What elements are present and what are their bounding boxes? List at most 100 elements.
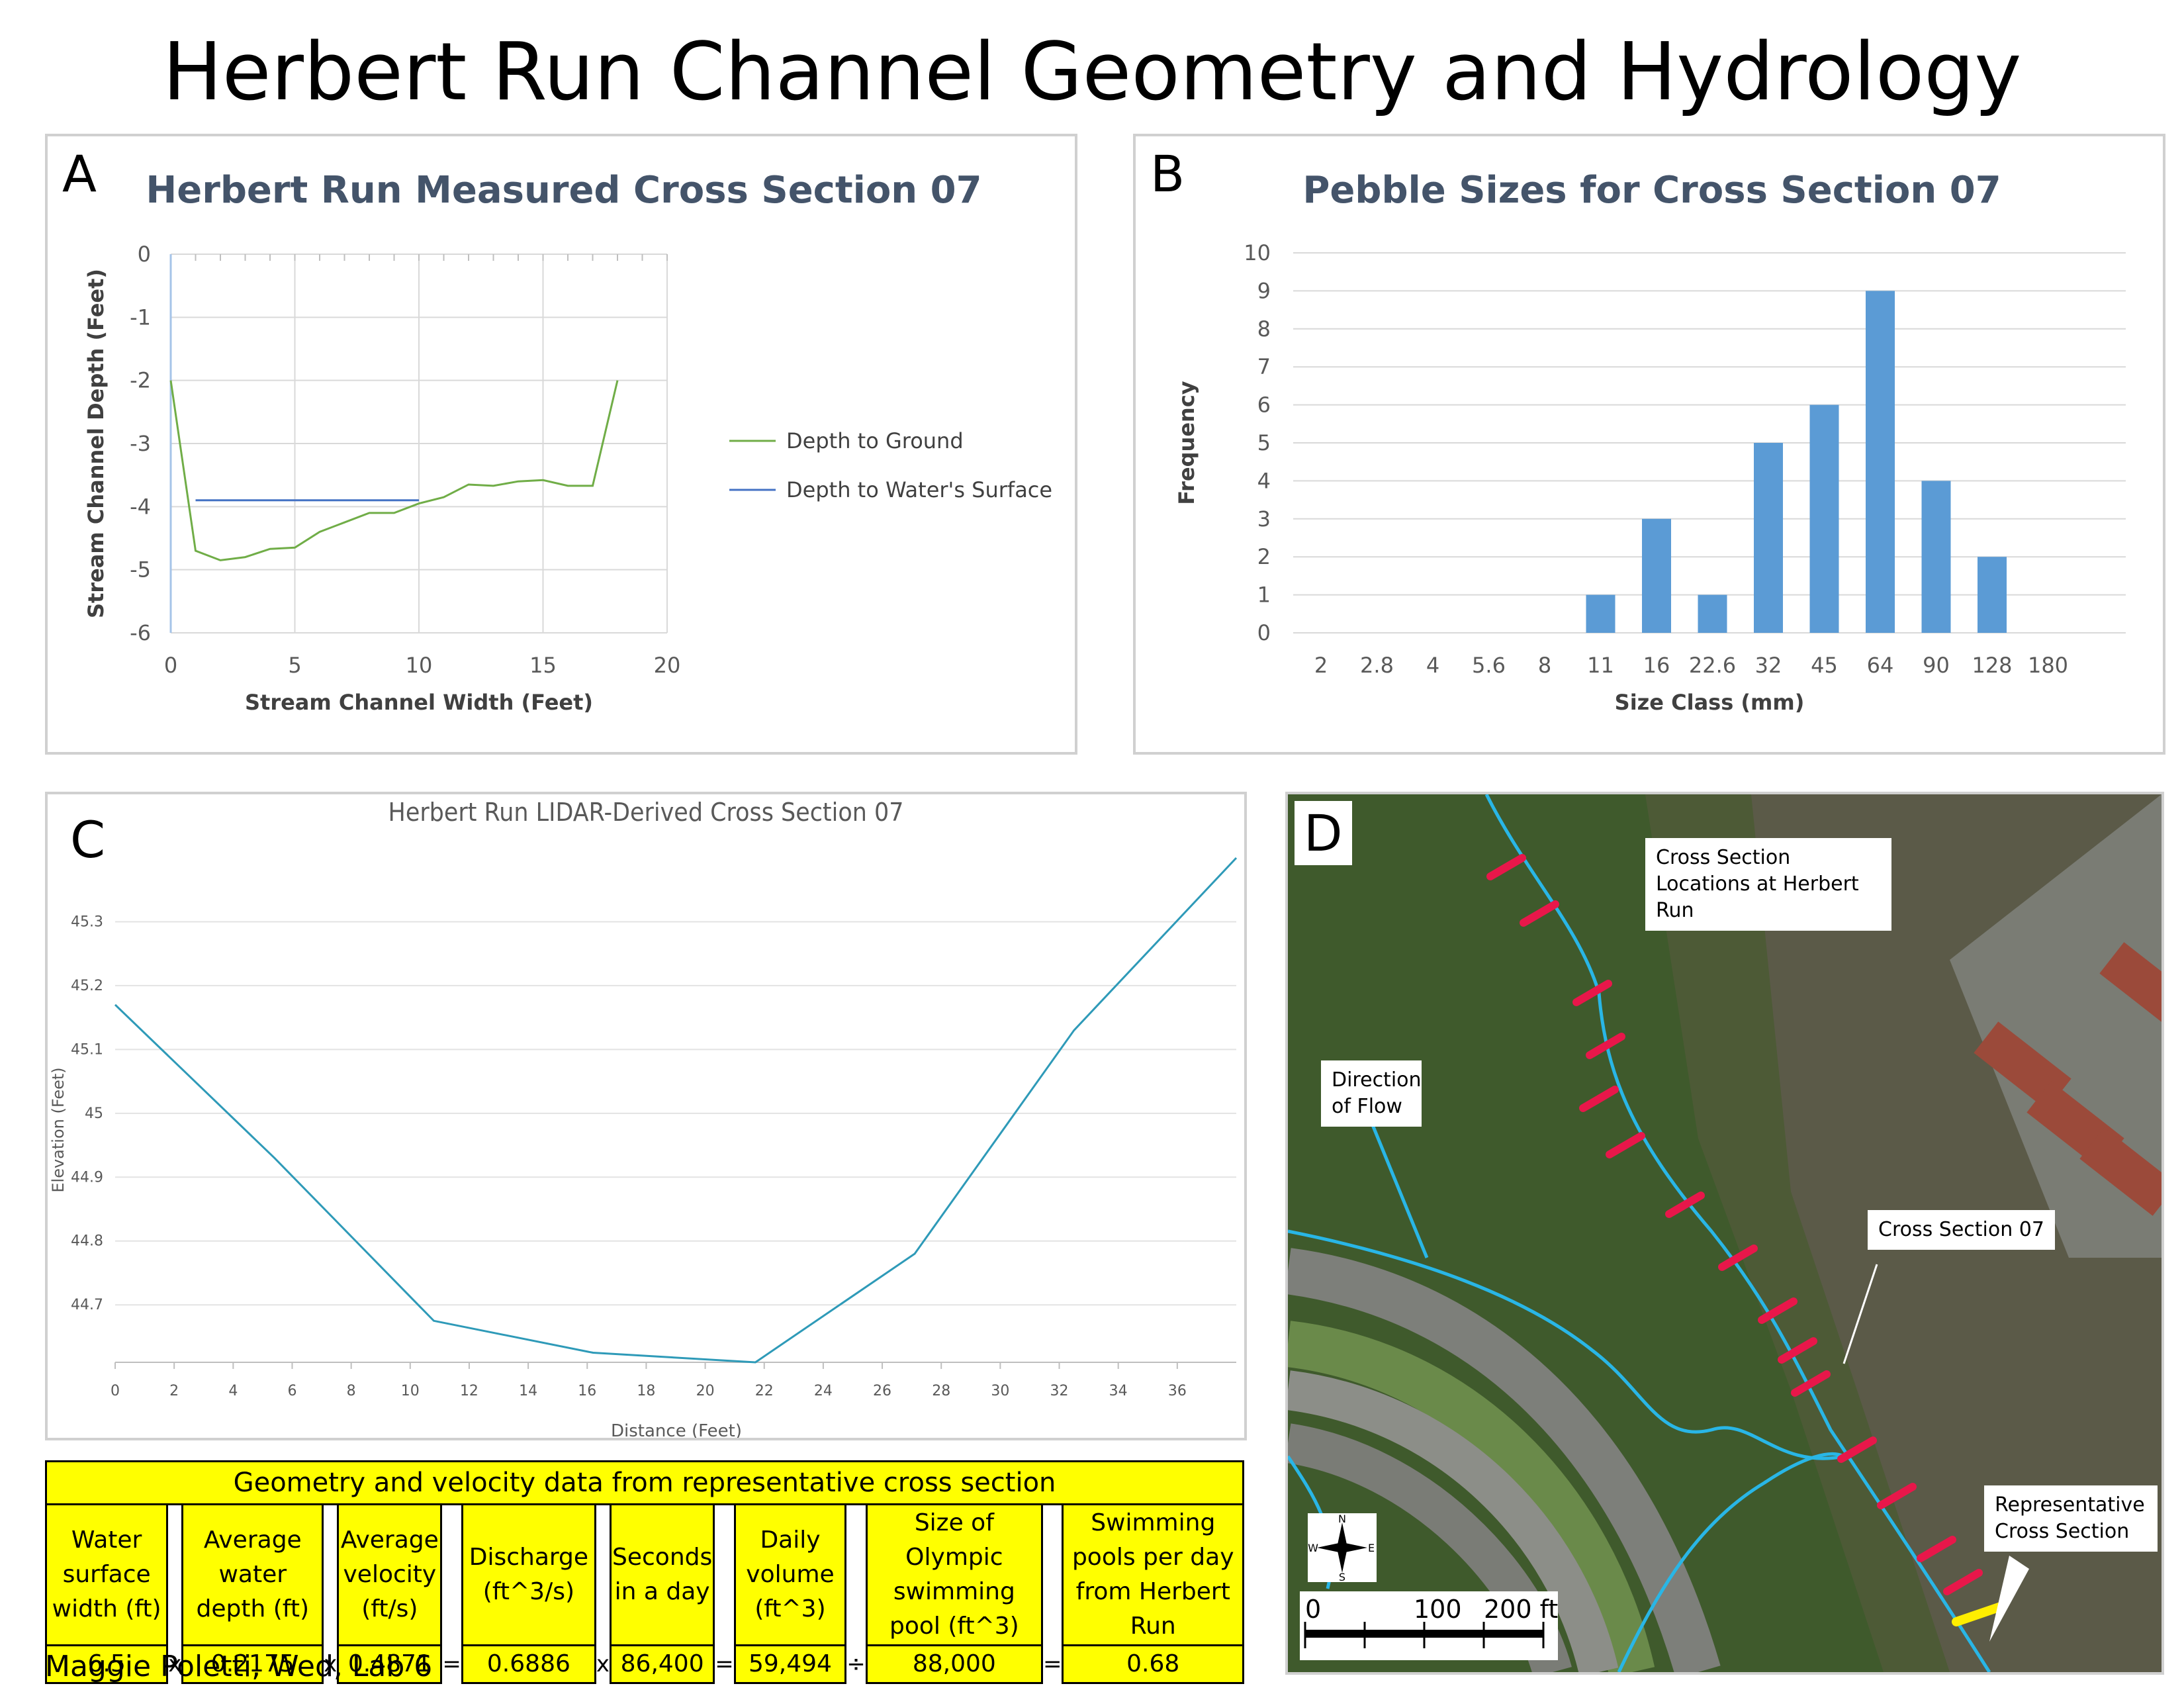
x-tick-label: 32 [1050,1383,1069,1399]
bar [1978,557,2007,633]
bar [1921,481,1951,633]
x-tick-label: 0 [111,1383,120,1399]
tributary-2 [1617,1452,1845,1672]
x-axis-label: Size Class (mm) [1615,690,1805,715]
bar [1754,443,1783,633]
table-label-row: Water surface width (ft) Average water de… [44,1503,1244,1646]
panel-c: Herbert Run LIDAR-Derived Cross Section … [45,792,1247,1440]
y-axis-label: Frequency [1174,381,1199,504]
x-tick-label: 20 [696,1383,715,1399]
y-tick-label: 44.9 [71,1169,103,1186]
y-tick-label: -4 [130,494,151,519]
y-tick-label: 45.3 [71,914,103,930]
table-spacer [441,1504,463,1646]
compass-w: W [1308,1542,1318,1554]
x-tick-label: 36 [1168,1383,1187,1399]
table-operator: ÷ [845,1645,867,1683]
x-tick-label: 20 [654,653,681,678]
table-operator: = [441,1645,463,1683]
x-tick-label: 0 [164,653,177,678]
table-spacer [322,1504,338,1646]
callout-pointer [1843,1264,1878,1364]
cross-section-marker [1791,1370,1831,1397]
compass-e: E [1368,1542,1375,1554]
author-footer: Maggie Poletti, Wed, Lab 6 [45,1650,433,1683]
y-tick-label: -3 [130,431,151,456]
x-tick-label: 12 [460,1383,478,1399]
x-tick-label: 16 [578,1383,596,1399]
x-tick-label: 28 [932,1383,950,1399]
table-column-label: Discharge (ft^3/s) [461,1503,596,1646]
stream-channel [1484,794,1991,1672]
label-direction-of-flow: Direction of Flow [1321,1060,1422,1127]
table-value-row: 6.5 x 0.2175 x 0.4871 = 0.6886 x 86,400 = 59,494 ÷ 8… [44,1644,1244,1684]
cross-section-marker [1877,1483,1917,1509]
y-tick-label: 8 [1257,316,1271,342]
y-tick-label: -1 [130,305,151,330]
x-tick-label: 34 [1109,1383,1128,1399]
table-operator: x [595,1645,611,1683]
table-column-label: Water surface width (ft) [44,1503,169,1646]
x-tick-label: 24 [814,1383,833,1399]
panel-d-map: N S E W 0 100 200 ft D Cross Section Locations… [1285,792,2164,1675]
y-axis-label: Stream Channel Depth (Feet) [83,269,109,618]
cross-section-marker [1718,1244,1758,1271]
bar [1642,518,1671,633]
series-line [169,380,619,561]
panel-letter-a: A [53,142,106,206]
page-title: Herbert Run Channel Geometry and Hydrolo… [162,26,2022,118]
parking-lot [1288,1248,1721,1672]
bar [1866,291,1895,633]
table-spacer [845,1504,867,1646]
cross-section-marker [1606,1132,1645,1158]
x-tick-label: 16 [1643,653,1670,678]
table-operator: x [167,1645,183,1683]
table-column-label: Seconds in a day [609,1503,715,1646]
x-tick-label: 2 [1314,653,1328,678]
bar [1809,404,1839,633]
x-tick-label: 11 [1587,653,1614,678]
cross-section-marker [1943,1569,1983,1595]
cross-section-marker [1665,1192,1705,1218]
representative-marker [1952,1601,2007,1626]
y-tick-label: 3 [1257,506,1271,532]
x-tick-label: 14 [519,1383,537,1399]
y-tick-label: 5 [1257,430,1271,455]
compass-s: S [1339,1571,1345,1583]
table-spacer [595,1504,611,1646]
table-column-value: 0.6886 [461,1644,596,1684]
y-tick-label: -2 [130,368,151,393]
panel-letter-c: C [61,808,115,872]
x-axis-label: Stream Channel Width (Feet) [245,690,593,715]
y-tick-label: 4 [1257,468,1271,493]
label-cross-section-07: Cross Section 07 [1868,1210,2055,1250]
table-column-value: 0.4871 [337,1644,443,1684]
callout-pointer-2 [1989,1556,2029,1642]
cross-section-marker [1837,1436,1877,1463]
chart-c: Herbert Run LIDAR-Derived Cross Section … [49,798,1238,1438]
x-tick-label: 6 [287,1383,296,1399]
chart-a: Herbert Run Measured Cross Section 07 0 5 1… [83,169,1052,715]
y-tick-label: 0 [1257,620,1271,645]
table-operator: x [322,1645,338,1683]
x-tick-label: 8 [347,1383,356,1399]
x-tick-label: 26 [873,1383,891,1399]
building-roof [2079,1127,2161,1216]
panel-a: Herbert Run Measured Cross Section 07 0 5 1… [45,134,1077,755]
scale-label-200: 200 ft [1484,1595,1558,1624]
cross-section-marker [1486,854,1526,880]
table-column-label: Average water depth (ft) [181,1503,324,1646]
cross-section-marker [1572,980,1612,1006]
chart-b: Pebble Sizes for Cross Section 070123456… [1174,169,2126,715]
table-column-label: Average velocity (ft/s) [337,1503,443,1646]
chart-title: Herbert Run LIDAR-Derived Cross Section … [388,798,904,827]
y-axis-label: Elevation (Feet) [49,1067,68,1192]
y-tick-label: 44.7 [71,1297,103,1313]
y-tick-label: 9 [1257,278,1271,303]
table-column-value: 59,494 [733,1644,847,1684]
x-tick-label: 18 [637,1383,655,1399]
x-tick-label: 2 [169,1383,179,1399]
x-tick-label: 22 [755,1383,774,1399]
chart-title: Pebble Sizes for Cross Section 07 [1302,169,2001,212]
x-tick-label: 22.6 [1689,653,1736,678]
